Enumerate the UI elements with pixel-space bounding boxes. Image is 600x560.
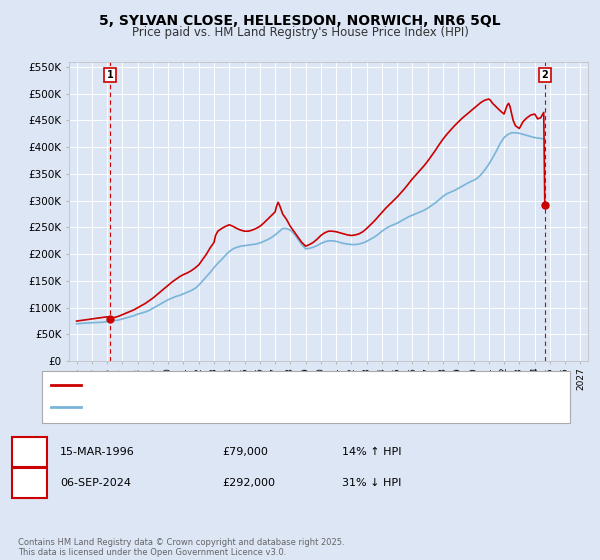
Text: 2: 2 [541, 70, 548, 80]
Text: 5, SYLVAN CLOSE, HELLESDON, NORWICH, NR6 5QL (detached house): 5, SYLVAN CLOSE, HELLESDON, NORWICH, NR6… [87, 380, 434, 390]
Text: 15-MAR-1996: 15-MAR-1996 [60, 447, 135, 457]
Text: 1: 1 [107, 70, 113, 80]
Text: Contains HM Land Registry data © Crown copyright and database right 2025.
This d: Contains HM Land Registry data © Crown c… [18, 538, 344, 557]
Text: HPI: Average price, detached house, Broadland: HPI: Average price, detached house, Broa… [87, 402, 322, 412]
Text: 14% ↑ HPI: 14% ↑ HPI [342, 447, 401, 457]
Text: Price paid vs. HM Land Registry's House Price Index (HPI): Price paid vs. HM Land Registry's House … [131, 26, 469, 39]
Text: 06-SEP-2024: 06-SEP-2024 [60, 478, 131, 488]
Text: £292,000: £292,000 [222, 478, 275, 488]
Text: 5, SYLVAN CLOSE, HELLESDON, NORWICH, NR6 5QL: 5, SYLVAN CLOSE, HELLESDON, NORWICH, NR6… [99, 14, 501, 28]
Text: £79,000: £79,000 [222, 447, 268, 457]
Text: 2: 2 [25, 476, 34, 489]
Text: 31% ↓ HPI: 31% ↓ HPI [342, 478, 401, 488]
Text: 1: 1 [25, 445, 34, 459]
